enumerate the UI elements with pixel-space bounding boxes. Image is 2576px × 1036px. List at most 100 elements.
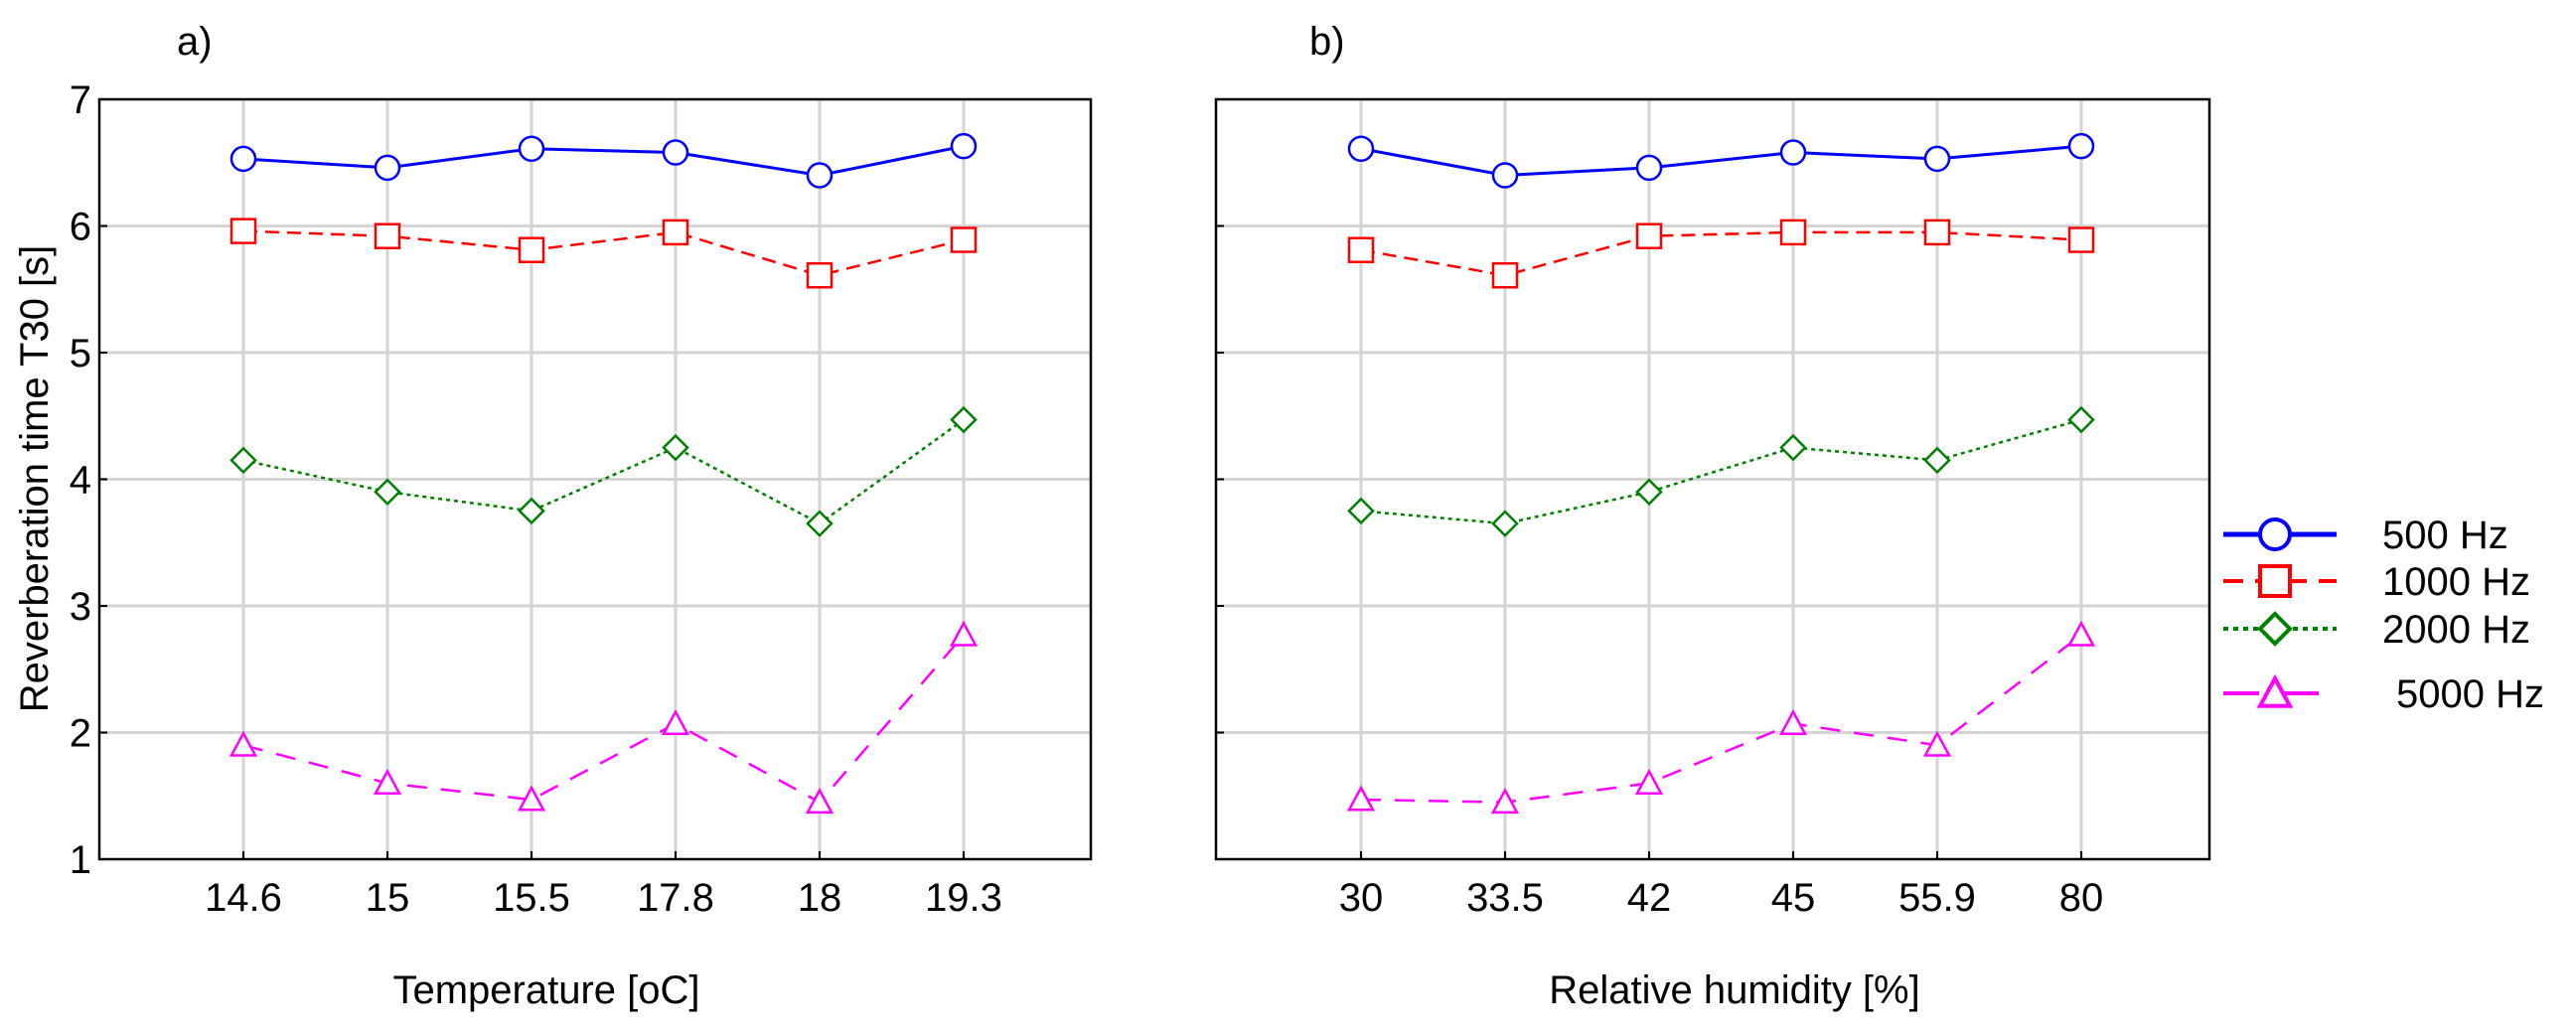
series-5000-hz [1346, 620, 2096, 814]
legend-entry-5000-hz: 5000 Hz [2223, 672, 2544, 716]
legend-entry-2000-hz: 2000 Hz [2223, 608, 2530, 652]
data-point [229, 446, 257, 475]
data-point [950, 405, 978, 434]
data-point [950, 132, 978, 160]
data-point [374, 222, 401, 249]
x-tick-label: 30 [1339, 876, 1384, 920]
chart-panel-a: 1 2 3 4 5 6 7 14.6 15 15.5 17.8 18 19.3 a) Temperature… [70, 20, 1093, 1012]
y-tick-label: 1 [70, 838, 91, 882]
data-point [229, 218, 257, 244]
y-axis-label: Reverberation time T30 [s] [13, 245, 57, 713]
data-point [229, 145, 257, 173]
series-500-hz [1347, 132, 2095, 189]
series-1000-hz [1347, 219, 2095, 289]
y-tick-label: 2 [70, 712, 91, 756]
chart-panel-b: 30 33.5 42 45 55.9 80 b) Relative humidity [%] [1214, 20, 2211, 1012]
legend-label: 5000 Hz [2396, 672, 2544, 716]
series-line [242, 229, 965, 277]
data-point [950, 226, 978, 253]
data-point [518, 236, 545, 263]
data-point [1347, 497, 1375, 525]
y-tick-label: 4 [70, 459, 91, 503]
data-point [2066, 620, 2096, 647]
panel-label: b) [1309, 20, 1345, 64]
data-point [806, 261, 833, 289]
data-point [662, 219, 689, 246]
data-point [1491, 162, 1519, 189]
data-point [374, 154, 401, 182]
x-axis-label: Relative humidity [%] [1549, 968, 1919, 1012]
series-line [1360, 144, 2082, 178]
data-point [2067, 226, 2095, 253]
data-point [2067, 132, 2095, 160]
legend-marker [2258, 564, 2292, 598]
series-5000-hz [228, 620, 979, 814]
legend-label: 2000 Hz [2382, 608, 2530, 652]
legend-label: 1000 Hz [2382, 560, 2530, 604]
legend-marker [2257, 611, 2293, 647]
x-tick-label: 15.5 [493, 876, 570, 920]
data-point [1347, 135, 1375, 162]
x-tick-label: 45 [1771, 876, 1816, 920]
legend-entry-1000-hz: 1000 Hz [2223, 560, 2530, 604]
data-point [1923, 219, 1951, 246]
x-tick-label: 42 [1627, 876, 1672, 920]
y-tick-label: 6 [70, 206, 91, 249]
x-tick-label: 15 [366, 876, 410, 920]
data-point [662, 139, 689, 166]
y-tick-label: 5 [70, 332, 91, 375]
legend-label: 500 Hz [2382, 514, 2508, 557]
data-point [1923, 145, 1951, 173]
x-tick-label: 19.3 [925, 876, 1002, 920]
series-2000-hz [1347, 405, 2095, 537]
data-point [805, 787, 834, 814]
data-point [806, 510, 833, 537]
series-1000-hz [229, 218, 978, 289]
data-point [1634, 768, 1664, 795]
series-line [1360, 230, 2082, 277]
data-point [1347, 236, 1375, 263]
data-point [1778, 708, 1808, 736]
data-point [1923, 446, 1951, 475]
y-tick-label: 7 [70, 78, 91, 122]
panel-label: a) [177, 20, 213, 64]
data-point [228, 730, 258, 757]
series-line [242, 144, 965, 178]
x-axis-label: Temperature [oC] [392, 968, 699, 1012]
x-tick-label: 33.5 [1466, 876, 1544, 920]
data-point [1635, 154, 1663, 182]
data-point [1635, 478, 1663, 507]
series-line [242, 634, 965, 805]
data-point [806, 162, 833, 189]
data-point [517, 785, 546, 812]
data-point [2067, 405, 2095, 434]
legend-entry-500-hz: 500 Hz [2223, 514, 2508, 557]
data-point [1491, 261, 1519, 289]
data-point [518, 135, 545, 162]
x-tick-label: 18 [798, 876, 842, 920]
data-point [1779, 433, 1807, 462]
data-point [518, 497, 545, 525]
data-point [1635, 222, 1663, 249]
data-point [1491, 510, 1519, 537]
data-point [661, 708, 690, 736]
series-line [1360, 634, 2082, 804]
data-point [1922, 730, 1952, 757]
series-line [242, 418, 965, 525]
data-point [1490, 787, 1520, 814]
x-tick-label: 55.9 [1898, 876, 1976, 920]
data-point [374, 478, 401, 507]
legend-marker [2256, 673, 2294, 708]
series-500-hz [229, 132, 978, 189]
y-tick-label: 3 [70, 585, 91, 629]
x-tick-label: 14.6 [205, 876, 282, 920]
data-point [373, 768, 402, 795]
data-point [1346, 785, 1376, 812]
data-point [662, 433, 689, 462]
series-line [1360, 418, 2082, 525]
x-tick-label: 80 [2059, 876, 2104, 920]
data-point [949, 620, 979, 647]
